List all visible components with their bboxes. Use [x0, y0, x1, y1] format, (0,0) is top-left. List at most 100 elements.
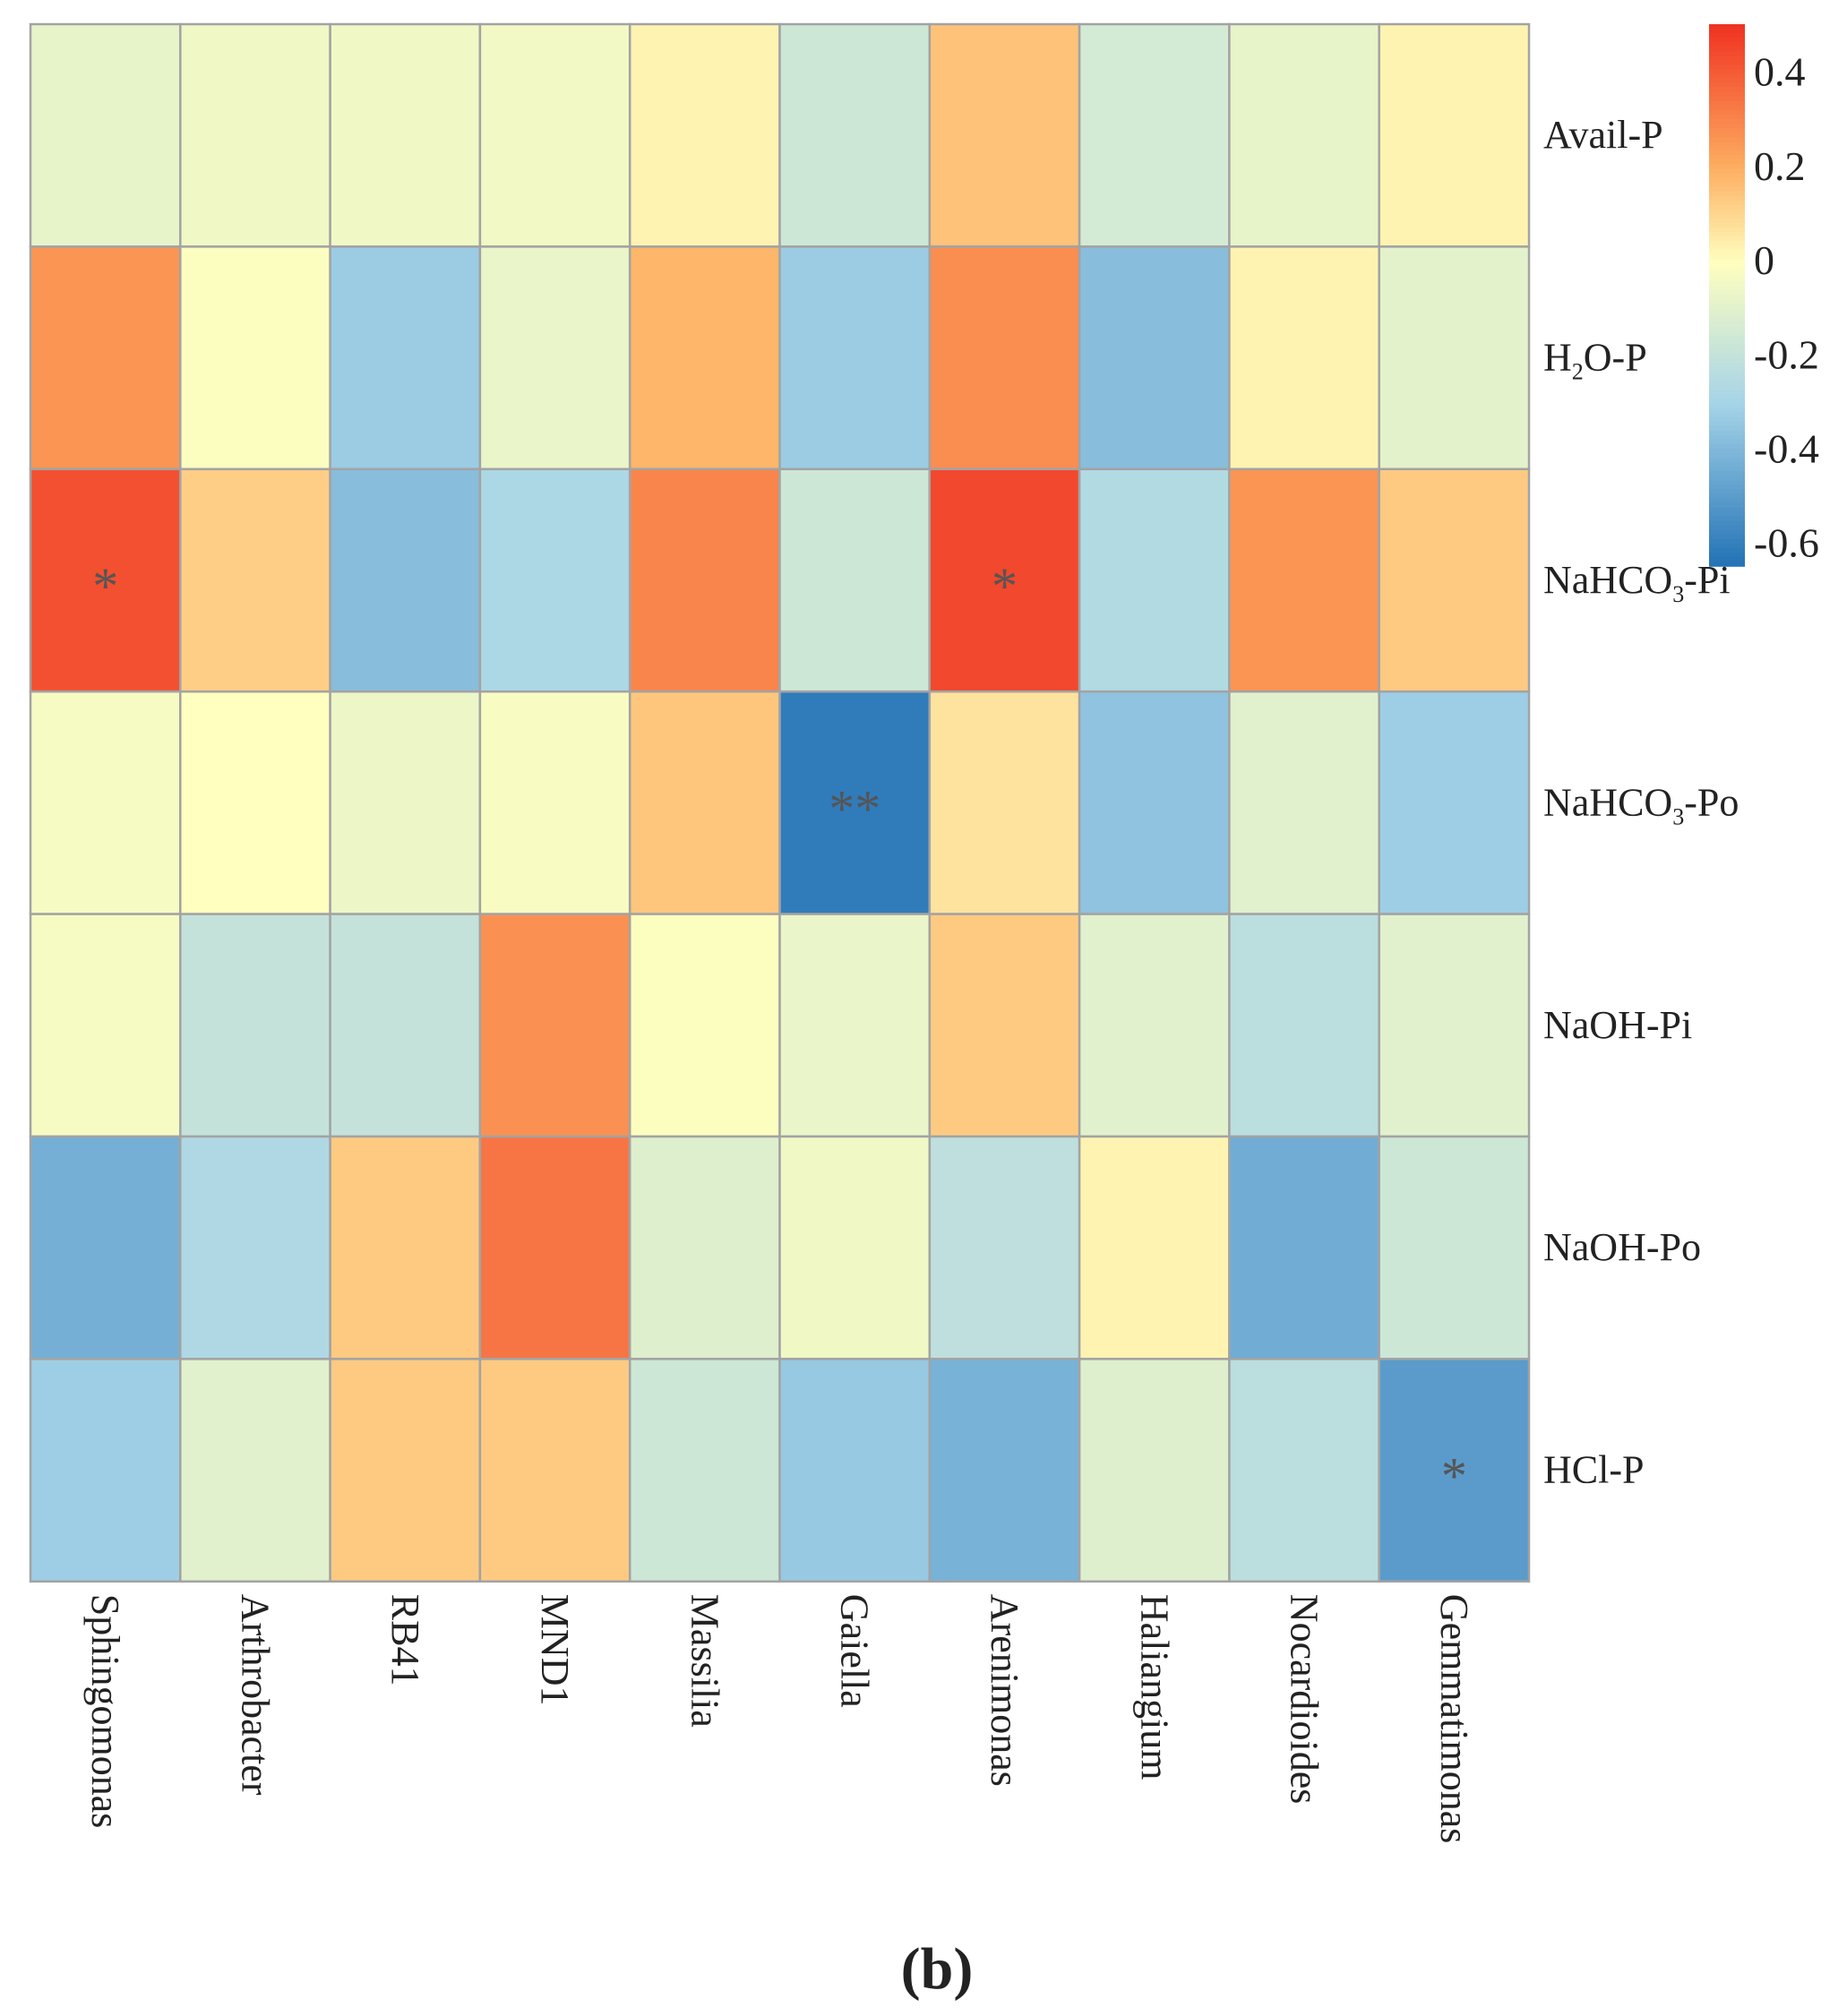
heatmap-cell: [778, 22, 932, 248]
heatmap-cell: [1378, 1135, 1531, 1360]
heatmap-cell: [778, 913, 932, 1138]
colorbar-segment: [1709, 525, 1745, 531]
colorbar-tick-label: -0.4: [1754, 426, 1819, 472]
colorbar-segment: [1709, 259, 1745, 265]
heatmap-cell: [329, 22, 482, 248]
column-label: MND1: [533, 1594, 577, 1706]
heatmap-cell: [928, 913, 1081, 1138]
colorbar-segment: [1709, 390, 1745, 396]
colorbar-segment: [1709, 399, 1745, 405]
colorbar-segment: [1709, 137, 1745, 142]
colorbar-segment: [1709, 182, 1745, 188]
colorbar-segment: [1709, 186, 1745, 193]
colorbar-segment: [1709, 24, 1745, 30]
column-label: Gaiella: [833, 1594, 877, 1708]
heatmap-cell: [778, 690, 932, 915]
heatmap-cell: [478, 1135, 631, 1360]
colorbar-segment: [1709, 516, 1745, 522]
row-label: NaOH-Pi: [1543, 1003, 1692, 1047]
heatmap-cell: [29, 913, 182, 1138]
heatmap-cell: [329, 468, 482, 693]
heatmap-cell: [1078, 1358, 1231, 1583]
colorbar-segment: [1709, 268, 1745, 274]
colorbar-segment: [1709, 222, 1745, 228]
colorbar-segment: [1709, 56, 1745, 62]
row-label: HCl-P: [1543, 1448, 1644, 1492]
heatmap-cell: [478, 1358, 631, 1583]
heatmap-cell: [179, 22, 331, 248]
colorbar-segment: [1709, 412, 1745, 418]
column-label: RB41: [383, 1594, 427, 1686]
colorbar-segment: [1709, 458, 1745, 463]
heatmap-cell: [1228, 1135, 1380, 1360]
colorbar-segment: [1709, 191, 1745, 197]
row-label: Avail-P: [1543, 113, 1663, 157]
colorbar-tick-label: 0.4: [1754, 49, 1806, 95]
colorbar-segment: [1709, 133, 1745, 138]
colorbar-segment: [1709, 556, 1745, 562]
column-label: Arthrobacter: [234, 1594, 278, 1796]
colorbar-segment: [1709, 547, 1745, 553]
colorbar-segment: [1709, 385, 1745, 391]
colorbar-segment: [1709, 498, 1745, 504]
heatmap-cell: [29, 245, 182, 471]
colorbar-segment: [1709, 295, 1745, 301]
colorbar-segment: [1709, 96, 1745, 102]
colorbar-segment: [1709, 82, 1745, 89]
colorbar-segment: [1709, 91, 1745, 98]
colorbar-segment: [1709, 416, 1745, 423]
colorbar-tick-label: -0.2: [1754, 331, 1819, 377]
heatmap-cell: [928, 468, 1081, 693]
heatmap-cell: [1378, 1358, 1531, 1583]
colorbar-segment: [1709, 467, 1745, 472]
colorbar-segment: [1709, 354, 1745, 359]
heatmap-cell: [1378, 22, 1531, 248]
colorbar-segment: [1709, 425, 1745, 432]
colorbar-segment: [1709, 349, 1745, 355]
heatmap-cell: [1378, 690, 1531, 915]
heatmap-cell: [778, 1358, 932, 1583]
colorbar-segment: [1709, 100, 1745, 107]
heatmap-cell: [29, 468, 182, 693]
heatmap-cell: [29, 690, 182, 915]
colorbar-segment: [1709, 195, 1745, 202]
heatmap-cell: [1078, 245, 1231, 471]
colorbar-segment: [1709, 290, 1745, 296]
heatmap-cell: [1378, 245, 1531, 471]
heatmap-cell: [628, 1358, 781, 1583]
colorbar-segment: [1709, 381, 1745, 387]
colorbar-legend: 0.4 0.2 0 -0.2 -0.4 -0.6: [1709, 24, 1819, 567]
significance-markers: * ****: [92, 557, 1467, 1506]
colorbar-segment: [1709, 552, 1745, 558]
colorbar-segment: [1709, 51, 1745, 57]
colorbar-segment: [1709, 471, 1745, 476]
colorbar-tick-label: 0.2: [1754, 143, 1806, 189]
heatmap-cell: [329, 1135, 482, 1360]
colorbar-segment: [1709, 286, 1745, 292]
colorbar-segment: [1709, 443, 1745, 450]
heatmap-cell: [628, 245, 781, 471]
heatmap-cell: [179, 1358, 331, 1583]
colorbar-segment: [1709, 339, 1745, 346]
colorbar-segment: [1709, 29, 1745, 34]
heatmap-cell: [1378, 468, 1531, 693]
colorbar-segment: [1709, 168, 1745, 175]
heatmap-cell: [179, 245, 331, 471]
heatmap-cell: [778, 1135, 932, 1360]
colorbar-segment: [1709, 534, 1745, 540]
row-label: H2O-P: [1543, 336, 1647, 385]
colorbar-segment: [1709, 250, 1745, 255]
colorbar-segment: [1709, 304, 1745, 310]
colorbar-segment: [1709, 159, 1745, 166]
significance-marker: *: [992, 557, 1018, 615]
colorbar-segment: [1709, 421, 1745, 427]
heatmap-cell: [29, 1135, 182, 1360]
column-label: Massilia: [683, 1594, 726, 1728]
colorbar-segment: [1709, 330, 1745, 337]
heatmap-cell: [1078, 1135, 1231, 1360]
heatmap-cell: [478, 690, 631, 915]
heatmap-cell: [179, 1135, 331, 1360]
colorbar-segment: [1709, 485, 1745, 491]
colorbar-segment: [1709, 313, 1745, 319]
colorbar-segment: [1709, 430, 1745, 436]
